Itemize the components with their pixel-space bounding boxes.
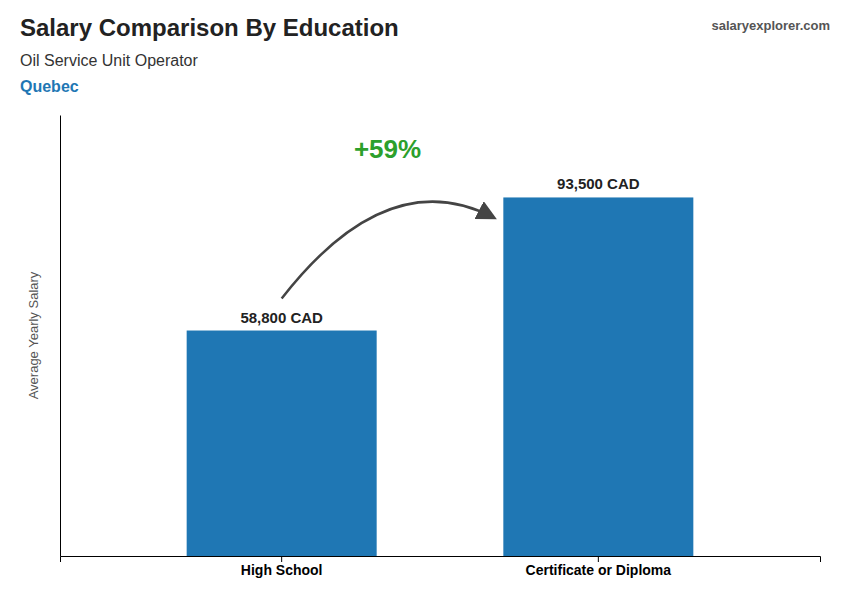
x-tick-label: High School xyxy=(241,562,323,578)
chart-svg: Salary Comparison By Education Oil Servic… xyxy=(0,0,850,606)
x-axis: High School Certificate or Diploma xyxy=(61,556,821,578)
y-axis-title: Average Yearly Salary xyxy=(26,271,41,399)
bars xyxy=(187,197,694,556)
subtitle: Oil Service Unit Operator xyxy=(20,52,199,69)
x-tick: Certificate or Diploma xyxy=(526,556,672,578)
location: Quebec xyxy=(20,78,79,95)
change-label: +59% xyxy=(354,134,421,164)
source: salaryexplorer.com xyxy=(711,18,830,33)
x-tick-label: Certificate or Diploma xyxy=(526,562,672,578)
value-label: 58,800 CAD xyxy=(240,309,323,326)
x-axis-line xyxy=(61,557,821,563)
title: Salary Comparison By Education xyxy=(20,14,399,41)
y-axis-line xyxy=(60,116,61,557)
bar xyxy=(187,331,377,556)
change-arrow xyxy=(282,202,494,299)
x-tick: High School xyxy=(241,556,323,578)
plot: High School Certificate or Diploma Average… xyxy=(26,116,821,578)
bar xyxy=(503,197,693,556)
value-label: 93,500 CAD xyxy=(557,175,640,192)
y-axis xyxy=(60,116,61,557)
